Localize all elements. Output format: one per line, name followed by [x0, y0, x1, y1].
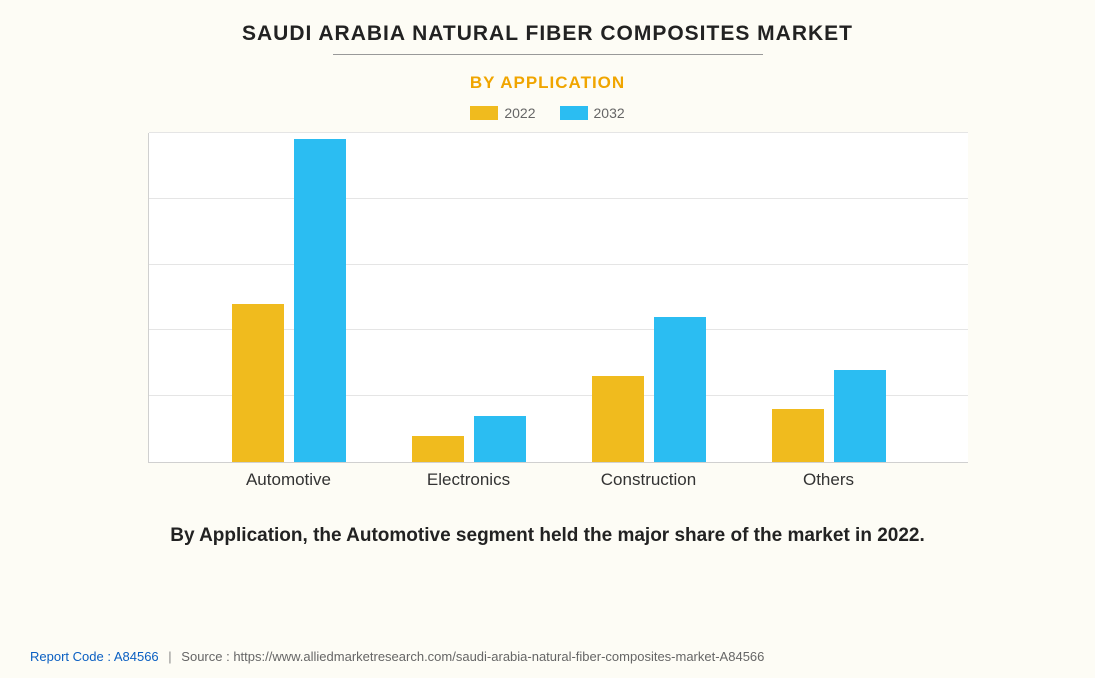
bar-group: Others	[772, 370, 886, 462]
legend-swatch-2032	[560, 106, 588, 120]
bar	[232, 304, 284, 462]
source-url: https://www.alliedmarketresearch.com/sau…	[233, 649, 764, 664]
chart-caption: By Application, the Automotive segment h…	[0, 525, 1095, 547]
chart-area: Automotive Electronics Construction Others	[108, 133, 988, 493]
bar	[592, 376, 644, 462]
bar-group: Construction	[592, 317, 706, 462]
bar	[772, 409, 824, 462]
chart-subtitle: BY APPLICATION	[0, 73, 1095, 93]
x-axis-label: Construction	[569, 470, 729, 490]
legend-item-2032: 2032	[560, 105, 625, 121]
x-axis-label: Automotive	[209, 470, 369, 490]
x-axis-label: Others	[749, 470, 909, 490]
legend-item-2022: 2022	[470, 105, 535, 121]
bar	[474, 416, 526, 462]
bar	[654, 317, 706, 462]
bar-group: Electronics	[412, 416, 526, 462]
bar	[412, 436, 464, 462]
plot-area: Automotive Electronics Construction Others	[148, 133, 968, 463]
x-axis-label: Electronics	[389, 470, 549, 490]
legend-swatch-2022	[470, 106, 498, 120]
source-label: Source :	[181, 649, 233, 664]
legend-label-2032: 2032	[594, 105, 625, 121]
chart-title: SAUDI ARABIA NATURAL FIBER COMPOSITES MA…	[0, 0, 1095, 46]
legend: 2022 2032	[0, 105, 1095, 121]
footer-separator: |	[168, 649, 171, 664]
gridline	[149, 132, 968, 133]
report-code-label: Report Code :	[30, 649, 114, 664]
bar	[834, 370, 886, 462]
legend-label-2022: 2022	[504, 105, 535, 121]
title-underline	[333, 54, 763, 55]
footer: Report Code : A84566 | Source : https://…	[30, 649, 764, 664]
bar-group: Automotive	[232, 139, 346, 462]
report-code: A84566	[114, 649, 159, 664]
bar	[294, 139, 346, 462]
